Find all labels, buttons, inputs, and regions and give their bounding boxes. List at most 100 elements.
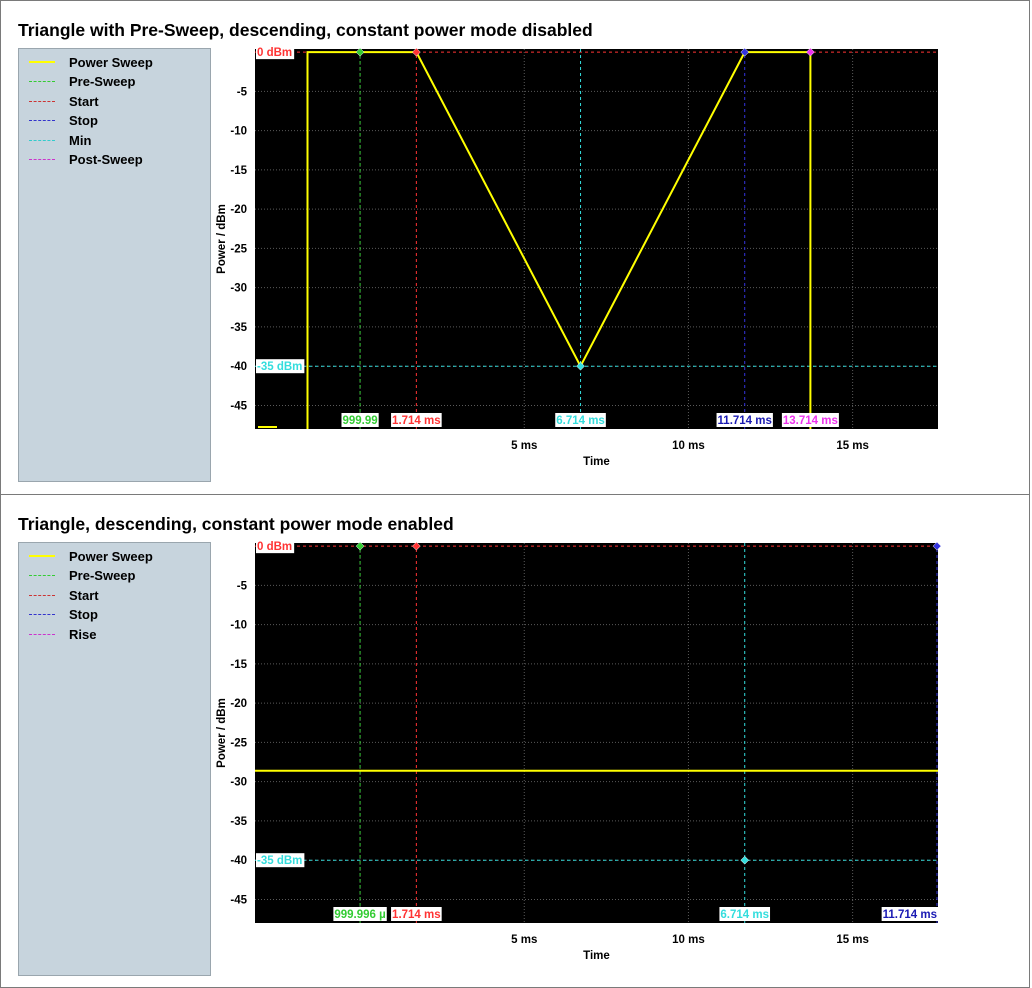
legend-line-swatch bbox=[29, 633, 55, 635]
legend-item: Power Sweep bbox=[29, 547, 209, 565]
y-tick-label: -40 bbox=[230, 361, 247, 373]
marker-label-bg bbox=[719, 907, 771, 921]
y-tick-label: -30 bbox=[230, 777, 247, 789]
legend-label: Stop bbox=[69, 113, 98, 128]
legend-item: Pre-Sweep bbox=[29, 73, 209, 91]
marker-label-bg bbox=[341, 413, 379, 427]
legend: Power Sweep Pre-Sweep Start Stop Rise bbox=[18, 542, 211, 976]
marker-label-group: 999.996 µ bbox=[333, 907, 387, 921]
x-tick-label: 5 ms bbox=[511, 934, 537, 946]
plot-area: -5 -10 -15 -20 -25 -30 -35 -40 -45 5 ms 10 ms 15 ms… bbox=[216, 45, 938, 468]
y-tick-label: -5 bbox=[237, 580, 248, 592]
marker-point bbox=[412, 47, 421, 57]
marker-label-group: 6.714 ms bbox=[719, 907, 771, 921]
legend-label: Start bbox=[69, 587, 99, 603]
legend-label: Stop bbox=[69, 607, 98, 622]
marker-label-bg bbox=[555, 413, 606, 427]
legend: Power Sweep Pre-Sweep Start Stop Min Post-Swe… bbox=[18, 48, 211, 482]
level-label-group: 0 dBm bbox=[256, 539, 295, 554]
legend-item: Start bbox=[29, 92, 209, 110]
y-tick-label: -30 bbox=[230, 283, 247, 295]
level-label: 0 dBm bbox=[257, 541, 292, 553]
marker-x-label: 11.714 ms bbox=[883, 909, 937, 921]
legend-line-swatch bbox=[29, 594, 55, 596]
legend-item: Start bbox=[29, 586, 209, 604]
legend-label: Rise bbox=[69, 626, 97, 642]
marker-x-label: 11.714 ms bbox=[718, 415, 772, 427]
marker-point bbox=[740, 47, 750, 57]
y-tick-label: -20 bbox=[230, 698, 247, 710]
legend-label: Power Sweep bbox=[69, 54, 153, 70]
level-label-bg bbox=[256, 853, 305, 868]
chart-panel: Triangle with Pre-Sweep, descending, con… bbox=[0, 0, 1030, 495]
marker-x-label: 1.714 ms bbox=[392, 415, 441, 427]
legend-line-swatch bbox=[29, 614, 55, 615]
legend-line-swatch bbox=[29, 120, 55, 121]
y-tick-label: -45 bbox=[230, 400, 247, 412]
marker-x-label: 999.99 bbox=[342, 415, 377, 427]
marker-x-label: 13.714 ms bbox=[783, 415, 838, 427]
level-label-bg bbox=[256, 539, 295, 554]
legend-item: Power Sweep bbox=[29, 53, 209, 71]
x-tick-label: 5 ms bbox=[511, 440, 537, 452]
x-tick-label: 10 ms bbox=[672, 934, 705, 946]
marker-label-bg bbox=[881, 907, 938, 921]
marker-label-bg bbox=[333, 907, 387, 921]
legend-label: Start bbox=[69, 93, 99, 109]
level-label-bg bbox=[256, 359, 305, 374]
marker-point bbox=[355, 47, 365, 57]
x-axis-title: Time bbox=[583, 456, 610, 468]
marker-x-label: 6.714 ms bbox=[556, 415, 605, 427]
marker-label-group: 11.714 ms bbox=[881, 907, 938, 921]
y-tick-label: -20 bbox=[230, 204, 247, 216]
x-axis-title: Time bbox=[583, 950, 610, 962]
x-tick-label: 15 ms bbox=[836, 934, 869, 946]
x-tick-label: 15 ms bbox=[836, 440, 869, 452]
legend-label: Pre-Sweep bbox=[69, 74, 136, 89]
marker-label-bg bbox=[781, 413, 839, 427]
y-tick-label: -25 bbox=[230, 243, 247, 255]
legend-item: Pre-Sweep bbox=[29, 567, 209, 585]
y-tick-label: -35 bbox=[230, 816, 247, 828]
level-label: -35 dBm bbox=[257, 855, 302, 867]
chart-title: Triangle, descending, constant power mod… bbox=[18, 514, 454, 534]
marker-label-group: 13.714 ms bbox=[781, 413, 839, 427]
marker-label-bg bbox=[391, 907, 442, 921]
legend-line-swatch bbox=[29, 159, 55, 160]
legend-item: Post-Sweep bbox=[29, 151, 209, 169]
marker-label-group: 11.714 ms bbox=[716, 413, 773, 427]
y-tick-label: -5 bbox=[237, 86, 248, 98]
y-tick-label: -10 bbox=[230, 620, 247, 632]
y-tick-label: -15 bbox=[230, 659, 247, 671]
legend-line-swatch bbox=[29, 575, 55, 576]
marker-label-bg bbox=[716, 413, 773, 427]
legend-label: Min bbox=[69, 132, 92, 148]
level-label: 0 dBm bbox=[257, 47, 292, 59]
marker-x-label: 1.714 ms bbox=[392, 909, 441, 921]
marker-label-bg bbox=[391, 413, 442, 427]
marker-point bbox=[412, 541, 421, 551]
y-tick-label: -45 bbox=[230, 894, 247, 906]
y-tick-label: -35 bbox=[230, 322, 247, 334]
legend-line-swatch bbox=[29, 139, 55, 141]
legend-line-swatch bbox=[29, 100, 55, 102]
plot-area: -5 -10 -15 -20 -25 -30 -35 -40 -45 5 ms 10 ms 15 ms… bbox=[216, 539, 941, 962]
marker-label-group: 1.714 ms bbox=[391, 413, 442, 427]
y-axis-title: Power / dBm bbox=[216, 698, 228, 768]
marker-point bbox=[932, 541, 941, 551]
y-tick-label: -10 bbox=[230, 126, 247, 138]
chart-panel: Triangle, descending, constant power mod… bbox=[0, 494, 1030, 988]
chart-title: Triangle with Pre-Sweep, descending, con… bbox=[18, 20, 593, 40]
series-line bbox=[306, 51, 812, 429]
y-tick-label: -40 bbox=[230, 855, 247, 867]
level-label-bg bbox=[256, 45, 295, 60]
marker-x-label: 999.996 µ bbox=[334, 909, 385, 921]
marker-label-group: 1.714 ms bbox=[391, 907, 442, 921]
marker-label-group: 6.714 ms bbox=[555, 413, 606, 427]
marker-point bbox=[740, 855, 750, 865]
legend-line-swatch bbox=[29, 61, 55, 63]
y-tick-label: -25 bbox=[230, 737, 247, 749]
legend-item: Stop bbox=[29, 112, 209, 130]
marker-point bbox=[806, 47, 815, 57]
